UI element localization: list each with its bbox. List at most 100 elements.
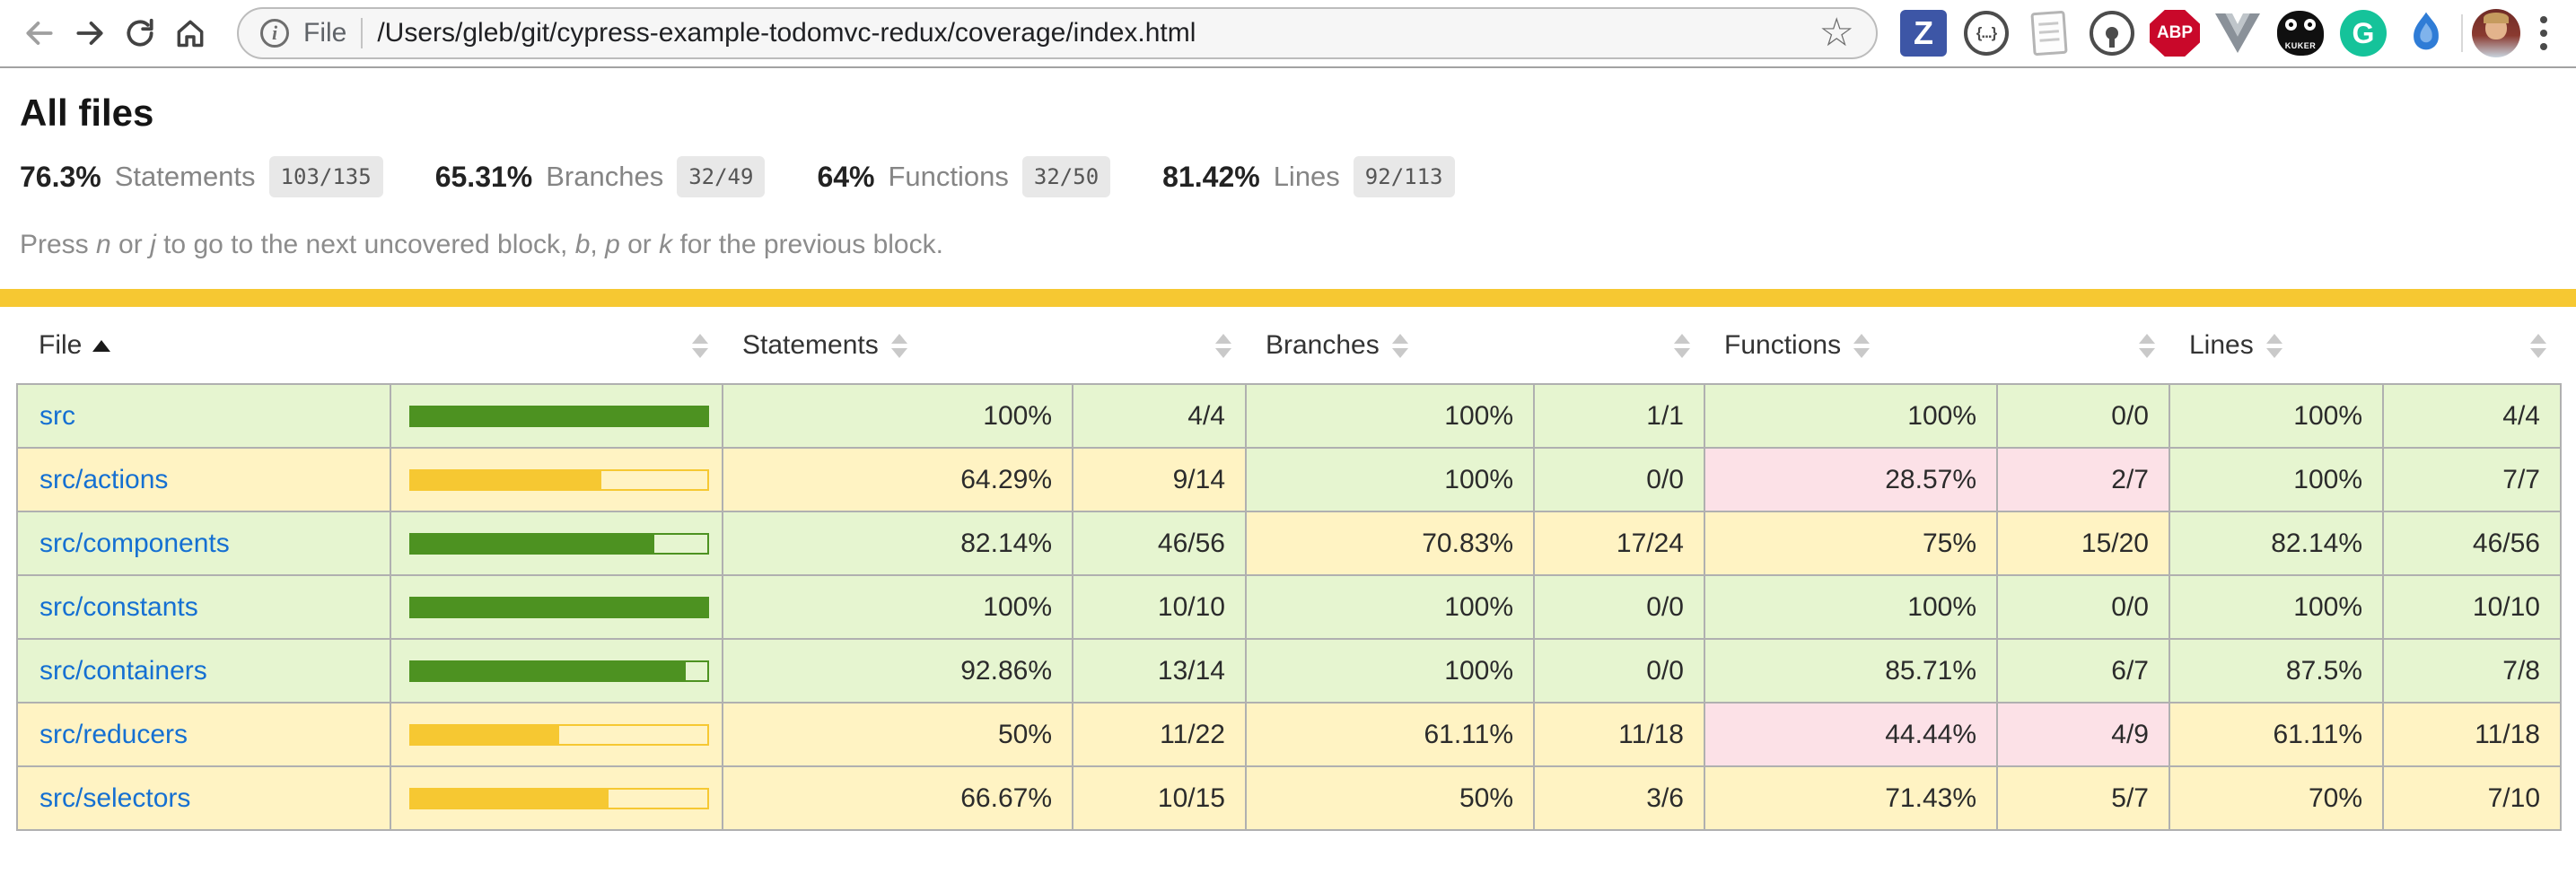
kuker-extension-icon[interactable]: KUKER <box>2274 7 2326 59</box>
lines-pct-cell: 70% <box>2169 765 2384 831</box>
lines-pct-cell: 87.5% <box>2169 638 2384 704</box>
functions-pct-cell: 100% <box>1704 383 1998 449</box>
coverage-bar <box>409 723 709 746</box>
grammarly-extension-icon[interactable]: G <box>2337 7 2389 59</box>
header-functions-abs-sorter[interactable] <box>1997 307 2169 384</box>
home-button[interactable] <box>165 8 215 58</box>
file-link[interactable]: src/components <box>39 528 230 558</box>
back-button[interactable] <box>14 8 65 58</box>
file-link[interactable]: src/reducers <box>39 719 188 749</box>
statements-label: Statements <box>114 161 256 192</box>
header-lines[interactable]: Lines <box>2169 307 2383 384</box>
lines-frac-cell: 4/4 <box>2382 383 2562 449</box>
vue-devtools-extension-icon[interactable] <box>2212 7 2264 59</box>
functions-frac-cell: 6/7 <box>1996 638 2170 704</box>
coverage-table: File Statements Branches Functions Lines… <box>16 307 2562 831</box>
sort-icon[interactable] <box>692 334 708 359</box>
branches-frac-cell: 3/6 <box>1533 765 1705 831</box>
header-statements[interactable]: Statements <box>723 307 1073 384</box>
sort-icon[interactable] <box>2530 334 2546 359</box>
statements-frac-cell: 46/56 <box>1072 511 1247 576</box>
adblock-plus-extension-icon[interactable]: ABP <box>2149 7 2201 59</box>
table-row: src/reducers 50% 11/22 61.11% 11/18 44.4… <box>16 702 2562 767</box>
blue-flame-extension-icon[interactable] <box>2400 7 2452 59</box>
coverage-bar-cell <box>390 383 723 449</box>
page-info-icon[interactable]: i <box>260 19 289 48</box>
z-extension-icon[interactable]: Z <box>1897 7 1950 59</box>
functions-label: Functions <box>888 161 1009 192</box>
header-branches[interactable]: Branches <box>1246 307 1534 384</box>
sort-icon[interactable] <box>1391 334 1408 359</box>
statements-pct-cell: 100% <box>722 574 1073 640</box>
forward-button[interactable] <box>65 8 115 58</box>
coverage-bar <box>409 787 709 809</box>
sort-icon[interactable] <box>2265 334 2282 359</box>
header-functions[interactable]: Functions <box>1704 307 1997 384</box>
lines-pct-cell: 100% <box>2169 447 2384 512</box>
file-link[interactable]: src/constants <box>39 591 198 622</box>
profile-avatar[interactable] <box>2472 9 2520 57</box>
file-cell: src/reducers <box>16 702 391 767</box>
header-branches-abs-sorter[interactable] <box>1534 307 1704 384</box>
branches-pct-cell: 100% <box>1245 638 1535 704</box>
file-cell: src/components <box>16 511 391 576</box>
file-link[interactable]: src/selectors <box>39 782 191 813</box>
toolbar-divider <box>2461 14 2463 52</box>
header-statements-abs-sorter[interactable] <box>1073 307 1246 384</box>
address-bar[interactable]: i File /Users/gleb/git/cypress-example-t… <box>237 7 1878 59</box>
functions-frac-cell: 4/9 <box>1996 702 2170 767</box>
json-formatter-extension-icon[interactable]: {...} <box>1960 7 2012 59</box>
branches-frac-cell: 0/0 <box>1533 574 1705 640</box>
header-file[interactable]: File <box>17 307 390 384</box>
branches-frac-cell: 17/24 <box>1533 511 1705 576</box>
url-text: /Users/gleb/git/cypress-example-todomvc-… <box>377 18 1196 48</box>
coverage-bar-cell <box>390 638 723 704</box>
reload-button[interactable] <box>115 8 165 58</box>
functions-pct-cell: 71.43% <box>1704 765 1998 831</box>
statements-pct-cell: 64.29% <box>722 447 1073 512</box>
file-cell: src/actions <box>16 447 391 512</box>
statements-pct-cell: 82.14% <box>722 511 1073 576</box>
url-scheme-label: File <box>303 18 347 48</box>
onepassword-extension-icon[interactable] <box>2086 7 2138 59</box>
branches-pct-cell: 70.83% <box>1245 511 1535 576</box>
document-extension-icon[interactable] <box>2023 7 2075 59</box>
file-link[interactable]: src/actions <box>39 464 169 494</box>
file-link[interactable]: src/containers <box>39 655 207 686</box>
browser-menu-button[interactable] <box>2528 7 2560 59</box>
table-row: src/actions 64.29% 9/14 100% 0/0 28.57% … <box>16 447 2562 512</box>
file-link[interactable]: src <box>39 400 75 431</box>
file-cell: src/containers <box>16 638 391 704</box>
branches-pct-cell: 100% <box>1245 447 1535 512</box>
omnibox-divider <box>361 18 364 48</box>
statements-frac-cell: 13/14 <box>1072 638 1247 704</box>
lines-fraction-badge: 92/113 <box>1353 156 1455 197</box>
extensions-strip: Z {...} ABP KUKER G <box>1897 7 2452 59</box>
header-lines-abs-sorter[interactable] <box>2383 307 2561 384</box>
statements-fraction-badge: 103/135 <box>268 156 383 197</box>
branches-label: Branches <box>546 161 664 192</box>
header-bar-sorter[interactable] <box>390 307 723 384</box>
file-cell: src/constants <box>16 574 391 640</box>
sorted-ascending-icon <box>92 340 111 353</box>
functions-fraction-badge: 32/50 <box>1021 156 1111 197</box>
coverage-bar-cell <box>390 765 723 831</box>
sort-icon[interactable] <box>1215 334 1231 359</box>
branches-frac-cell: 0/0 <box>1533 447 1705 512</box>
sort-icon[interactable] <box>1674 334 1690 359</box>
table-row: src/containers 92.86% 13/14 100% 0/0 85.… <box>16 638 2562 704</box>
branches-frac-cell: 11/18 <box>1533 702 1705 767</box>
sort-icon[interactable] <box>890 334 907 359</box>
coverage-bar <box>409 532 709 555</box>
statements-frac-cell: 11/22 <box>1072 702 1247 767</box>
functions-frac-cell: 2/7 <box>1996 447 2170 512</box>
sort-icon[interactable] <box>2139 334 2155 359</box>
table-row: src 100% 4/4 100% 1/1 100% 0/0 100% 4/4 <box>16 383 2562 449</box>
coverage-bar-cell <box>390 511 723 576</box>
statements-pct-cell: 100% <box>722 383 1073 449</box>
sort-icon[interactable] <box>1853 334 1871 359</box>
functions-frac-cell: 0/0 <box>1996 383 2170 449</box>
home-icon <box>177 20 204 48</box>
functions-pct-cell: 100% <box>1704 574 1998 640</box>
bookmark-star-icon[interactable]: ☆ <box>1818 11 1854 55</box>
